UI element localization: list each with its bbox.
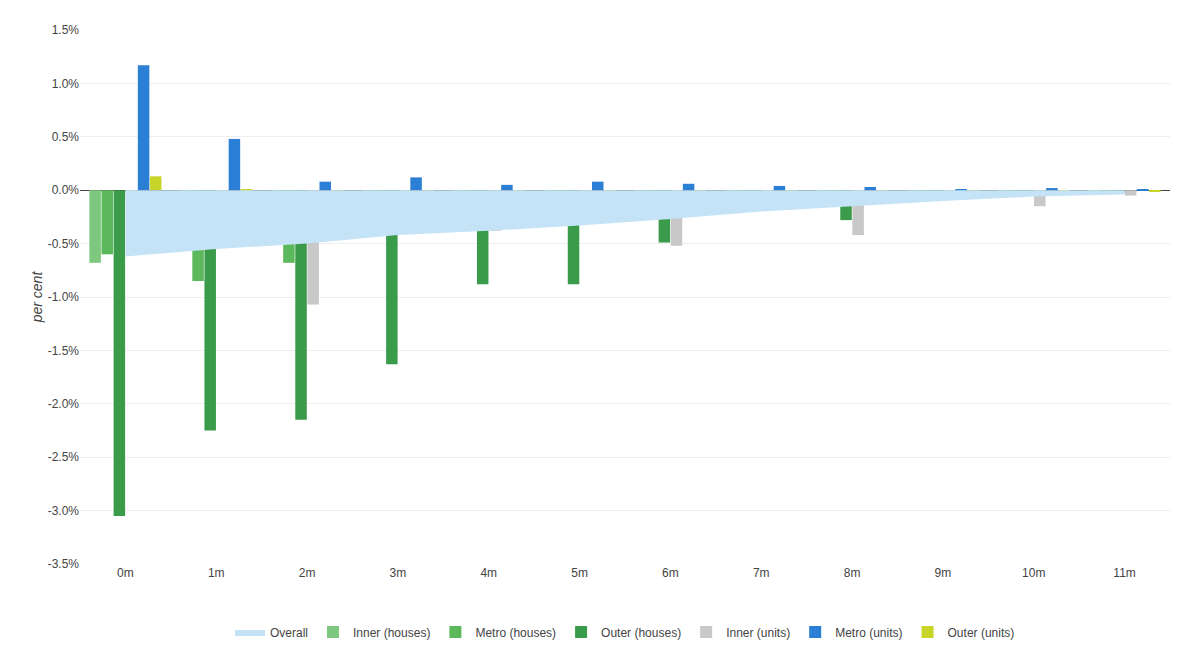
svg-text:1.0%: 1.0% bbox=[52, 77, 80, 91]
svg-text:1m: 1m bbox=[208, 566, 225, 580]
svg-text:Metro (units): Metro (units) bbox=[835, 626, 902, 640]
svg-text:per cent: per cent bbox=[29, 271, 45, 324]
svg-text:Inner (units): Inner (units) bbox=[726, 626, 790, 640]
svg-text:10m: 10m bbox=[1022, 566, 1045, 580]
svg-text:Overall: Overall bbox=[270, 626, 308, 640]
svg-text:0.5%: 0.5% bbox=[52, 130, 80, 144]
svg-text:-0.5%: -0.5% bbox=[48, 237, 80, 251]
svg-text:11m: 11m bbox=[1113, 566, 1135, 580]
svg-text:5m: 5m bbox=[571, 566, 588, 580]
svg-text:9m: 9m bbox=[935, 566, 952, 580]
svg-text:-3.0%: -3.0% bbox=[48, 504, 80, 518]
svg-text:-2.0%: -2.0% bbox=[48, 397, 80, 411]
svg-text:3m: 3m bbox=[390, 566, 407, 580]
svg-text:0m: 0m bbox=[117, 566, 134, 580]
svg-text:-3.5%: -3.5% bbox=[48, 557, 80, 571]
svg-text:6m: 6m bbox=[662, 566, 679, 580]
svg-text:7m: 7m bbox=[753, 566, 770, 580]
svg-text:Metro (houses): Metro (houses) bbox=[475, 626, 556, 640]
svg-text:8m: 8m bbox=[844, 566, 861, 580]
svg-text:Inner (houses): Inner (houses) bbox=[353, 626, 430, 640]
svg-text:1.5%: 1.5% bbox=[52, 23, 80, 37]
svg-text:Outer (units): Outer (units) bbox=[948, 626, 1015, 640]
svg-text:0.0%: 0.0% bbox=[52, 183, 80, 197]
svg-text:-1.0%: -1.0% bbox=[48, 290, 80, 304]
svg-text:2m: 2m bbox=[299, 566, 316, 580]
svg-text:-2.5%: -2.5% bbox=[48, 450, 80, 464]
svg-text:-1.5%: -1.5% bbox=[48, 344, 80, 358]
svg-text:Outer (houses): Outer (houses) bbox=[601, 626, 681, 640]
svg-text:4m: 4m bbox=[480, 566, 497, 580]
